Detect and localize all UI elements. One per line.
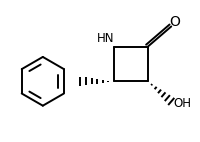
- Text: HN: HN: [97, 32, 114, 45]
- Text: O: O: [170, 15, 180, 29]
- Text: OH: OH: [173, 97, 191, 110]
